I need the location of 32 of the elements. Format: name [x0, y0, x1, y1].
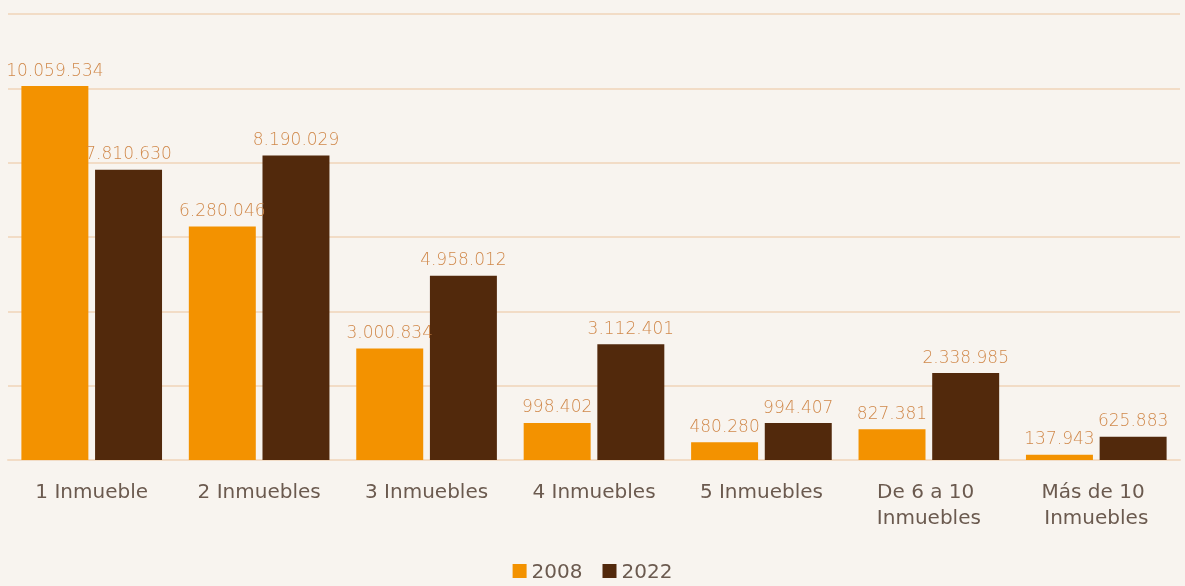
data-label: 4.958.012	[420, 249, 507, 270]
bar	[597, 344, 665, 460]
x-tick-label: De 6 a 10 Inmuebles	[876, 479, 981, 529]
legend-label: 2022	[621, 559, 673, 583]
data-label: 2.338.985	[922, 346, 1009, 367]
x-tick-label: 1 Inmueble	[35, 479, 149, 503]
data-label: 8.190.029	[252, 129, 340, 150]
x-tick-label: 3 Inmuebles	[365, 479, 489, 503]
x-tick-label: 2 Inmuebles	[197, 479, 321, 503]
bar	[1099, 436, 1167, 460]
bar	[262, 155, 330, 460]
bar	[95, 169, 163, 460]
bar	[691, 442, 759, 460]
bar	[1025, 454, 1093, 460]
data-label: 994.407	[763, 396, 834, 417]
data-label: 827.381	[856, 402, 928, 423]
bar	[764, 423, 832, 460]
legend-label: 2008	[531, 559, 583, 583]
bar	[858, 429, 926, 460]
data-label: 625.883	[1097, 410, 1169, 431]
bar	[523, 422, 591, 460]
bar	[188, 226, 256, 460]
bar	[932, 373, 1000, 460]
x-tick-label: 4 Inmuebles	[532, 479, 656, 503]
x-tick-label: Más de 10 Inmuebles	[1041, 479, 1152, 529]
data-label: 3.112.401	[587, 317, 675, 338]
data-label: 998.402	[522, 396, 593, 417]
data-label: 137.943	[1024, 428, 1095, 449]
x-tick-label: 5 Inmuebles	[699, 479, 823, 503]
data-label: 10.059.534	[6, 59, 104, 80]
data-label: 480.280	[689, 415, 760, 436]
bar	[356, 348, 424, 460]
